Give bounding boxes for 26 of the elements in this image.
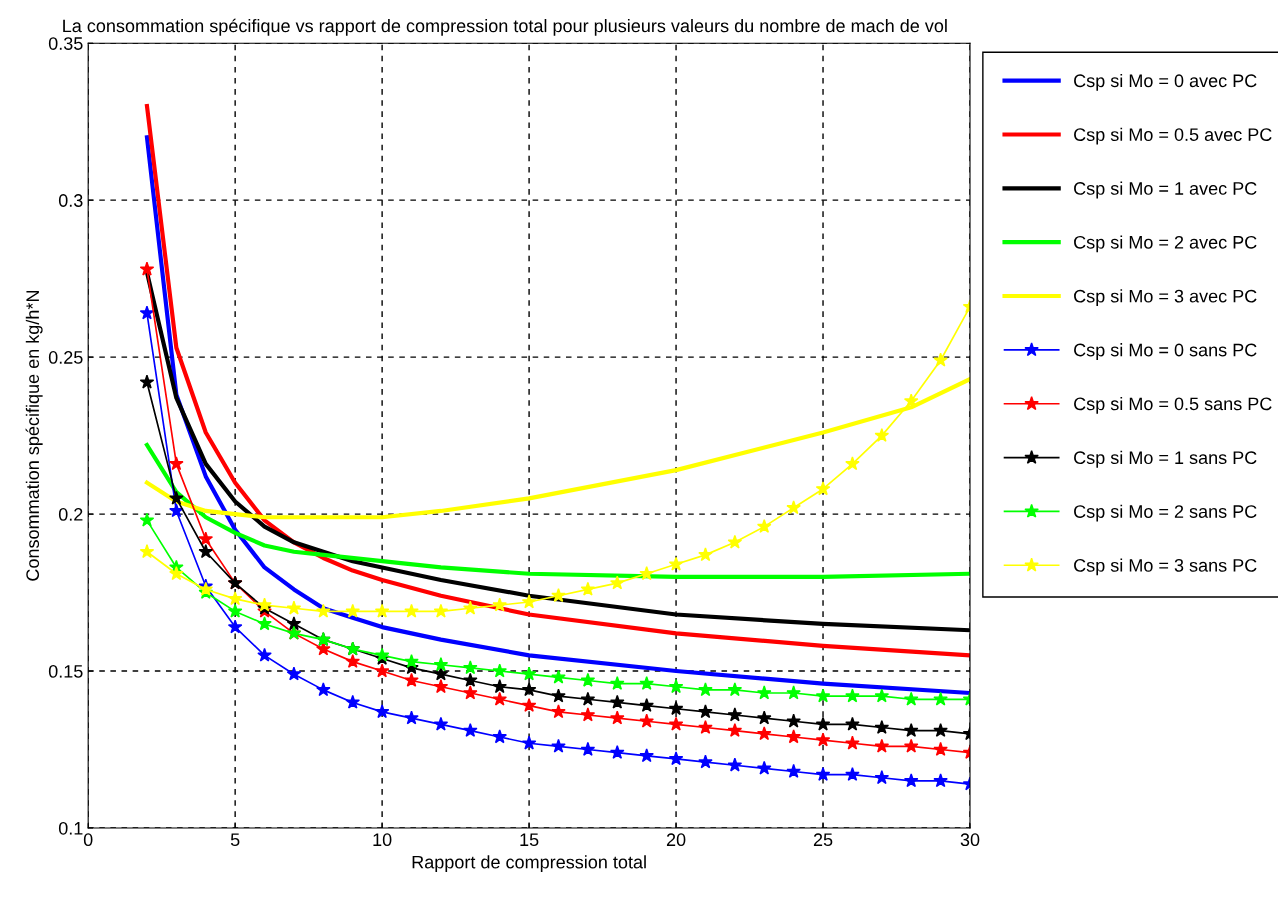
legend-label: Csp si Mo = 0 sans PC xyxy=(1074,343,1257,360)
y-tick-label: 0.1 xyxy=(58,821,83,835)
legend-label: Csp si Mo = 2 avec PC xyxy=(1074,235,1257,253)
x-tick-label: 0 xyxy=(83,833,93,847)
x-tick-label: 30 xyxy=(960,833,980,847)
y-tick-label: 0.15 xyxy=(48,664,83,678)
y-tick-label: 0.2 xyxy=(58,508,83,521)
x-tick-label: 5 xyxy=(230,833,240,847)
x-tick-label: 20 xyxy=(666,833,686,847)
legend-label: Csp si Mo = 3 avec PC xyxy=(1074,289,1257,307)
y-tick-label: 0.3 xyxy=(58,194,83,207)
x-tick-label: 25 xyxy=(813,833,833,847)
y-tick-label: 0.25 xyxy=(48,351,83,364)
y-tick-label: 0.35 xyxy=(48,37,83,50)
legend-label: Csp si Mo = 0 avec PC xyxy=(1074,73,1257,91)
legend-label: Csp si Mo = 1 avec PC xyxy=(1074,181,1257,199)
legend-label: Csp si Mo = 3 sans PC xyxy=(1074,558,1257,576)
x-tick-label: 10 xyxy=(373,833,392,847)
chart-title: La consommation spécifique vs rapport de compression total pour plusieurs valeurs du nombre de mach de vol xyxy=(63,18,947,36)
legend-label: Csp si Mo = 0.5 avec PC xyxy=(1074,127,1272,145)
legend-label: Csp si Mo = 1 sans PC xyxy=(1074,450,1257,468)
legend-label: Csp si Mo = 2 sans PC xyxy=(1074,504,1257,522)
x-axis-title: Rapport de compression total xyxy=(412,855,646,873)
legend-label: Csp si Mo = 0.5 sans PC xyxy=(1074,396,1272,414)
y-axis-title: Consommation spécifique en kg/h*N xyxy=(25,291,43,581)
x-tick-label: 15 xyxy=(520,833,539,847)
